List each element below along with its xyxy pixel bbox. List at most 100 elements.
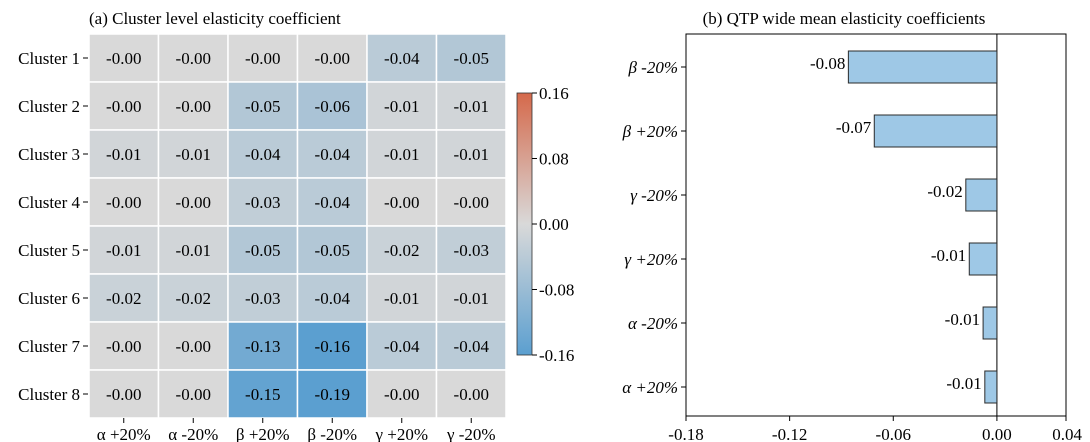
heatmap-cell-label: -0.16 xyxy=(315,337,350,356)
bar-x-tick-label: -0.18 xyxy=(668,425,703,442)
heatmap-cell-label: -0.01 xyxy=(176,241,211,260)
bar-value-label: -0.02 xyxy=(927,182,962,201)
heatmap-column-label: β +20% xyxy=(236,425,290,442)
heatmap-cell-label: -0.00 xyxy=(176,97,211,116)
heatmap-cell xyxy=(157,81,229,131)
heatmap-cell-label: -0.00 xyxy=(315,49,350,68)
heatmap-cell xyxy=(296,177,368,227)
heatmap-cell xyxy=(88,177,160,227)
colorbar-tick-label: -0.08 xyxy=(539,281,574,300)
heatmap-cell-label: -0.01 xyxy=(384,97,419,116)
heatmap-column-label: α +20% xyxy=(97,425,151,442)
heatmap-cell-label: -0.03 xyxy=(245,289,280,308)
heatmap-cell xyxy=(157,33,229,83)
heatmap-cell-label: -0.04 xyxy=(315,289,351,308)
bar-chart-title: (b) QTP wide mean elasticity coefficient… xyxy=(703,9,986,28)
bar-x-ticks: -0.18 -0.12 -0.06 0.00 0.04 xyxy=(668,416,1083,442)
heatmap-row-label: Cluster 7 xyxy=(18,337,80,356)
heatmap-cell-label: -0.05 xyxy=(454,49,489,68)
colorbar-tick-label: 0.00 xyxy=(539,215,569,234)
heatmap-row-label: Cluster 6 xyxy=(18,289,80,308)
heatmap-panel: (a) Cluster level elasticity coefficient… xyxy=(18,9,574,442)
heatmap-cell-label: -0.00 xyxy=(176,193,211,212)
bar xyxy=(968,242,998,276)
heatmap-cell-label: -0.01 xyxy=(106,241,141,260)
colorbar-ticks: 0.16 0.08 0.00 -0.08 -0.16 xyxy=(532,84,574,365)
bar-category-label: α +20% xyxy=(622,378,678,397)
heatmap-cell-label: -0.00 xyxy=(454,193,489,212)
heatmap-cell-label: -0.06 xyxy=(315,97,350,116)
heatmap-cell xyxy=(88,321,160,371)
heatmap-cell-label: -0.00 xyxy=(106,193,141,212)
heatmap-row-label: Cluster 2 xyxy=(18,97,80,116)
heatmap-cell xyxy=(157,129,229,179)
heatmap-column-label: β -20% xyxy=(307,425,357,442)
heatmap-row-label: Cluster 4 xyxy=(18,193,80,212)
bar xyxy=(984,370,998,404)
heatmap-cell xyxy=(296,225,368,275)
heatmap-cell-label: -0.00 xyxy=(245,49,280,68)
heatmap-cell xyxy=(435,177,507,227)
heatmap-cell xyxy=(296,321,368,371)
bar-value-label: -0.01 xyxy=(946,374,981,393)
bar-category-label: β +20% xyxy=(622,122,678,141)
heatmap-cell-label: -0.13 xyxy=(245,337,280,356)
heatmap-cell-label: -0.03 xyxy=(245,193,280,212)
heatmap-cell-label: -0.00 xyxy=(106,49,141,68)
heatmap-cell xyxy=(435,273,507,323)
heatmap-cell-label: -0.04 xyxy=(384,49,420,68)
heatmap-cell xyxy=(88,33,160,83)
heatmap-cell-label: -0.00 xyxy=(176,385,211,404)
heatmap-cell xyxy=(366,177,438,227)
heatmap-cell-label: -0.01 xyxy=(106,145,141,164)
heatmap-row-label: Cluster 3 xyxy=(18,145,80,164)
heatmap-cell-label: -0.04 xyxy=(454,337,490,356)
heatmap-cell-label: -0.01 xyxy=(384,145,419,164)
bar-category-label: β -20% xyxy=(627,58,678,77)
heatmap-row-labels: Cluster 1 Cluster 2 Cluster 3 Cluster 4 Clus… xyxy=(18,49,88,404)
heatmap-cell xyxy=(227,225,299,275)
heatmap-cell-label: -0.00 xyxy=(106,385,141,404)
heatmap-cell xyxy=(435,129,507,179)
heatmap-cell-label: -0.00 xyxy=(176,337,211,356)
heatmap-row-label: Cluster 1 xyxy=(18,49,80,68)
heatmap-cell-label: -0.02 xyxy=(176,289,211,308)
heatmap-cell-label: -0.02 xyxy=(384,241,419,260)
heatmap-cell xyxy=(366,369,438,419)
bar-category-label: γ -20% xyxy=(630,186,678,205)
heatmap-cell xyxy=(157,177,229,227)
heatmap-cell-label: -0.01 xyxy=(454,289,489,308)
bar-value-label: -0.08 xyxy=(810,54,845,73)
heatmap-cell-label: -0.05 xyxy=(245,97,280,116)
heatmap-cell-label: -0.00 xyxy=(454,385,489,404)
bar xyxy=(965,178,998,212)
heatmap-cell-label: -0.05 xyxy=(315,241,350,260)
colorbar xyxy=(516,92,533,356)
heatmap-cell xyxy=(435,369,507,419)
heatmap-cell xyxy=(435,225,507,275)
colorbar-tick-label: 0.16 xyxy=(539,84,569,103)
heatmap-cell-label: -0.05 xyxy=(245,241,280,260)
heatmap-cell xyxy=(435,81,507,131)
heatmap-cell-label: -0.00 xyxy=(176,49,211,68)
bar-category-label: α -20% xyxy=(628,314,678,333)
bar-value-label: -0.01 xyxy=(945,310,980,329)
heatmap-row-label: Cluster 8 xyxy=(18,385,80,404)
heatmap-cell-label: -0.03 xyxy=(454,241,489,260)
bar-x-tick-label: 0.00 xyxy=(982,425,1012,442)
heatmap-cell xyxy=(435,321,507,371)
heatmap-cell xyxy=(227,177,299,227)
heatmap-cell xyxy=(366,129,438,179)
heatmap-cell-label: -0.19 xyxy=(315,385,350,404)
colorbar-tick-label: -0.16 xyxy=(539,346,574,365)
heatmap-cell xyxy=(227,369,299,419)
bar-value-label: -0.07 xyxy=(836,118,872,137)
heatmap-cell-label: -0.00 xyxy=(106,97,141,116)
heatmap-cell xyxy=(296,81,368,131)
heatmap-cell-label: -0.04 xyxy=(384,337,420,356)
heatmap-cell xyxy=(366,225,438,275)
heatmap-row-label: Cluster 5 xyxy=(18,241,80,260)
heatmap-cell-label: -0.00 xyxy=(106,337,141,356)
heatmap-cell-label: -0.04 xyxy=(315,145,351,164)
heatmap-cell xyxy=(296,129,368,179)
